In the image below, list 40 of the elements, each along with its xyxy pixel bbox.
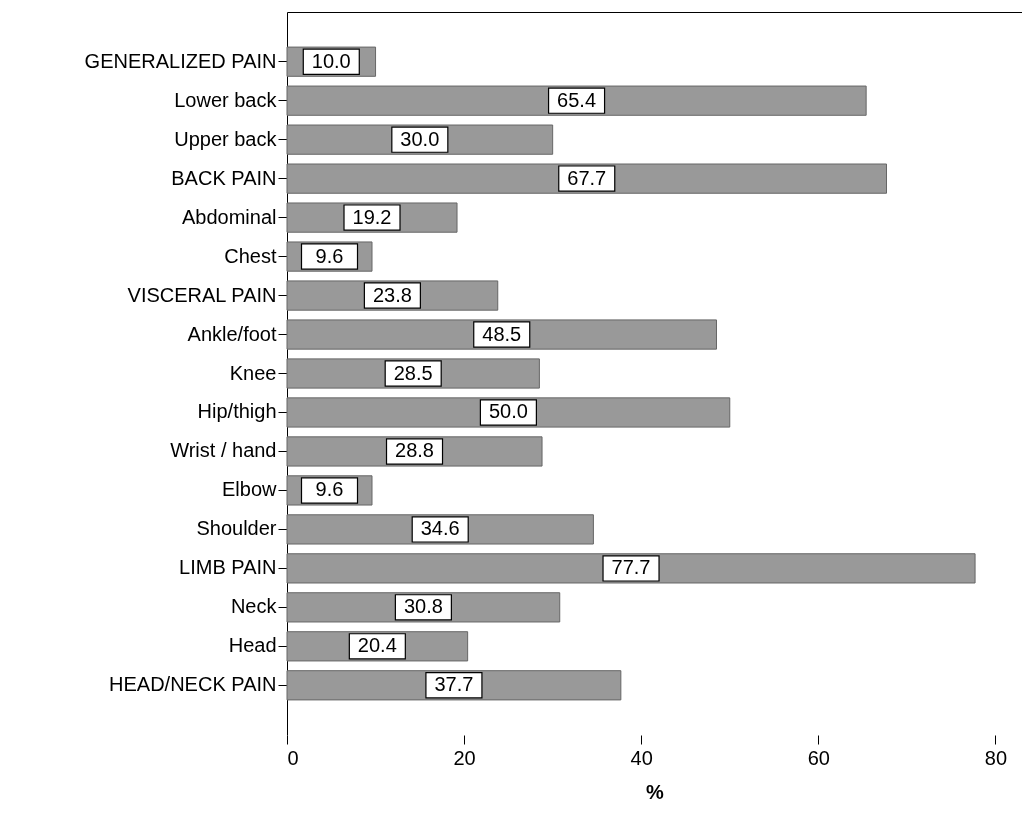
data-label: 65.4 (557, 88, 597, 111)
y-tick-label: Head (228, 634, 277, 657)
y-tick-label: Hip/thigh (197, 400, 277, 423)
y-tick-label: VISCERAL PAIN (127, 283, 277, 306)
y-tick-label: Upper back (174, 127, 278, 150)
x-tick-label: 80 (984, 746, 1008, 769)
data-label: 37.7 (434, 673, 474, 696)
x-axis-title: % (646, 780, 665, 803)
data-label: 23.8 (372, 283, 412, 306)
y-tick-label: Shoulder (196, 517, 277, 540)
y-tick-label: Neck (230, 595, 278, 618)
y-tick-label: Abdominal (181, 205, 277, 228)
data-label: 19.2 (352, 205, 392, 228)
y-tick-label: Lower back (174, 88, 278, 111)
data-label: 30.8 (403, 595, 443, 618)
y-tick-label: BACK PAIN (171, 166, 277, 189)
y-tick-label: HEAD/NECK PAIN (109, 673, 277, 696)
data-label: 9.6 (315, 478, 344, 501)
data-label: 30.0 (400, 127, 440, 150)
y-tick-label: Elbow (222, 478, 278, 501)
data-label: 34.6 (420, 517, 460, 540)
data-label: 48.5 (482, 322, 522, 345)
x-tick-label: 40 (630, 746, 653, 769)
y-tick-label: Knee (229, 361, 277, 384)
x-tick-label: 0 (287, 746, 299, 769)
data-label: 10.0 (311, 49, 351, 72)
data-label: 77.7 (611, 556, 651, 579)
x-tick-label: 60 (807, 746, 830, 769)
y-tick-label: Chest (224, 244, 277, 267)
data-label: 28.8 (395, 439, 434, 462)
y-tick-label: Ankle/foot (187, 322, 277, 345)
data-label: 67.7 (567, 166, 607, 189)
data-label: 20.4 (357, 634, 397, 657)
data-label: 28.5 (393, 361, 433, 384)
x-tick-label: 20 (453, 746, 476, 769)
data-label: 9.6 (315, 244, 344, 267)
y-tick-label: Wrist / hand (170, 439, 277, 462)
y-tick-label: LIMB PAIN (179, 556, 277, 579)
y-tick-label: GENERALIZED PAIN (84, 49, 277, 72)
data-label: 50.0 (488, 400, 528, 423)
